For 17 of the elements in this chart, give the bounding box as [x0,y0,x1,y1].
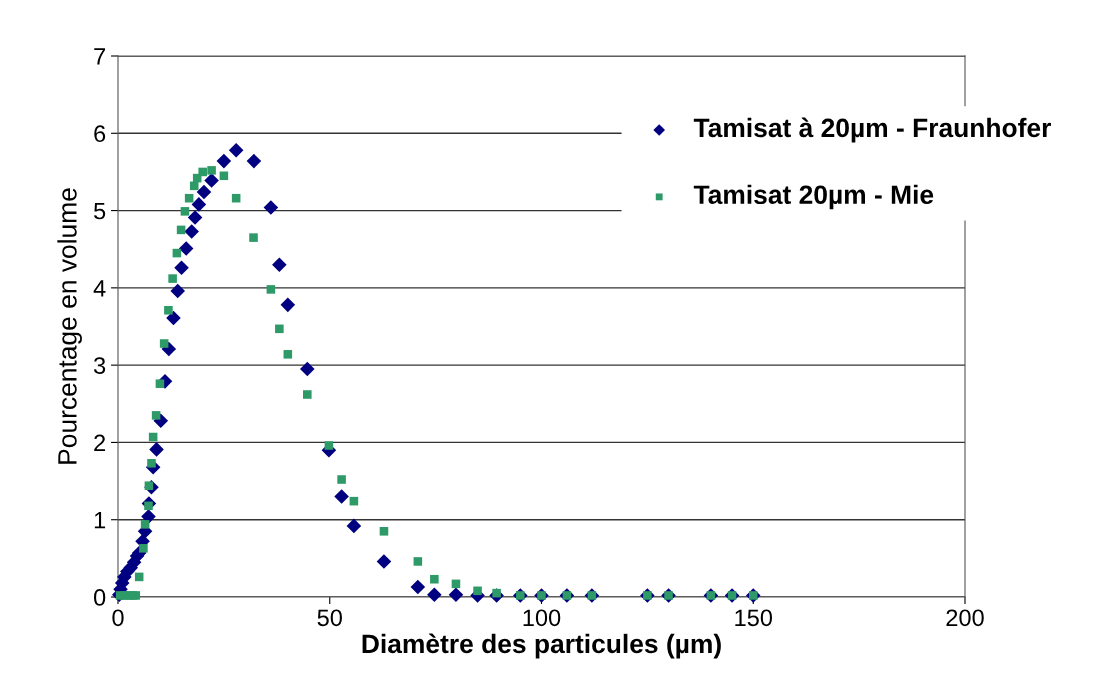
x-tick-label: 100 [523,609,561,627]
x-tick-label: 150 [735,609,773,627]
y-tick-label: 0 [93,589,106,606]
y-tick-label: 4 [93,280,106,297]
y-tick-label: 3 [93,357,106,374]
y-tick-label: 2 [94,434,106,451]
y-tick-label: 1 [94,512,106,529]
x-tick-label: 50 [317,609,342,627]
x-axis-title: Diamètre des particules (µm) [362,633,721,659]
y-tick-label: 7 [94,48,106,65]
x-tick-label: 0 [112,609,124,627]
y-axis-title: Pourcentage en volume [57,188,82,464]
x-tick-label: 200 [946,609,984,627]
y-tick-label: 5 [94,202,106,220]
y-tick-label: 6 [94,125,106,143]
legend-label: Tamisat 20µm - Mie [693,184,934,210]
legend-label: Tamisat à 20µm - Fraunhofer [693,117,1051,143]
